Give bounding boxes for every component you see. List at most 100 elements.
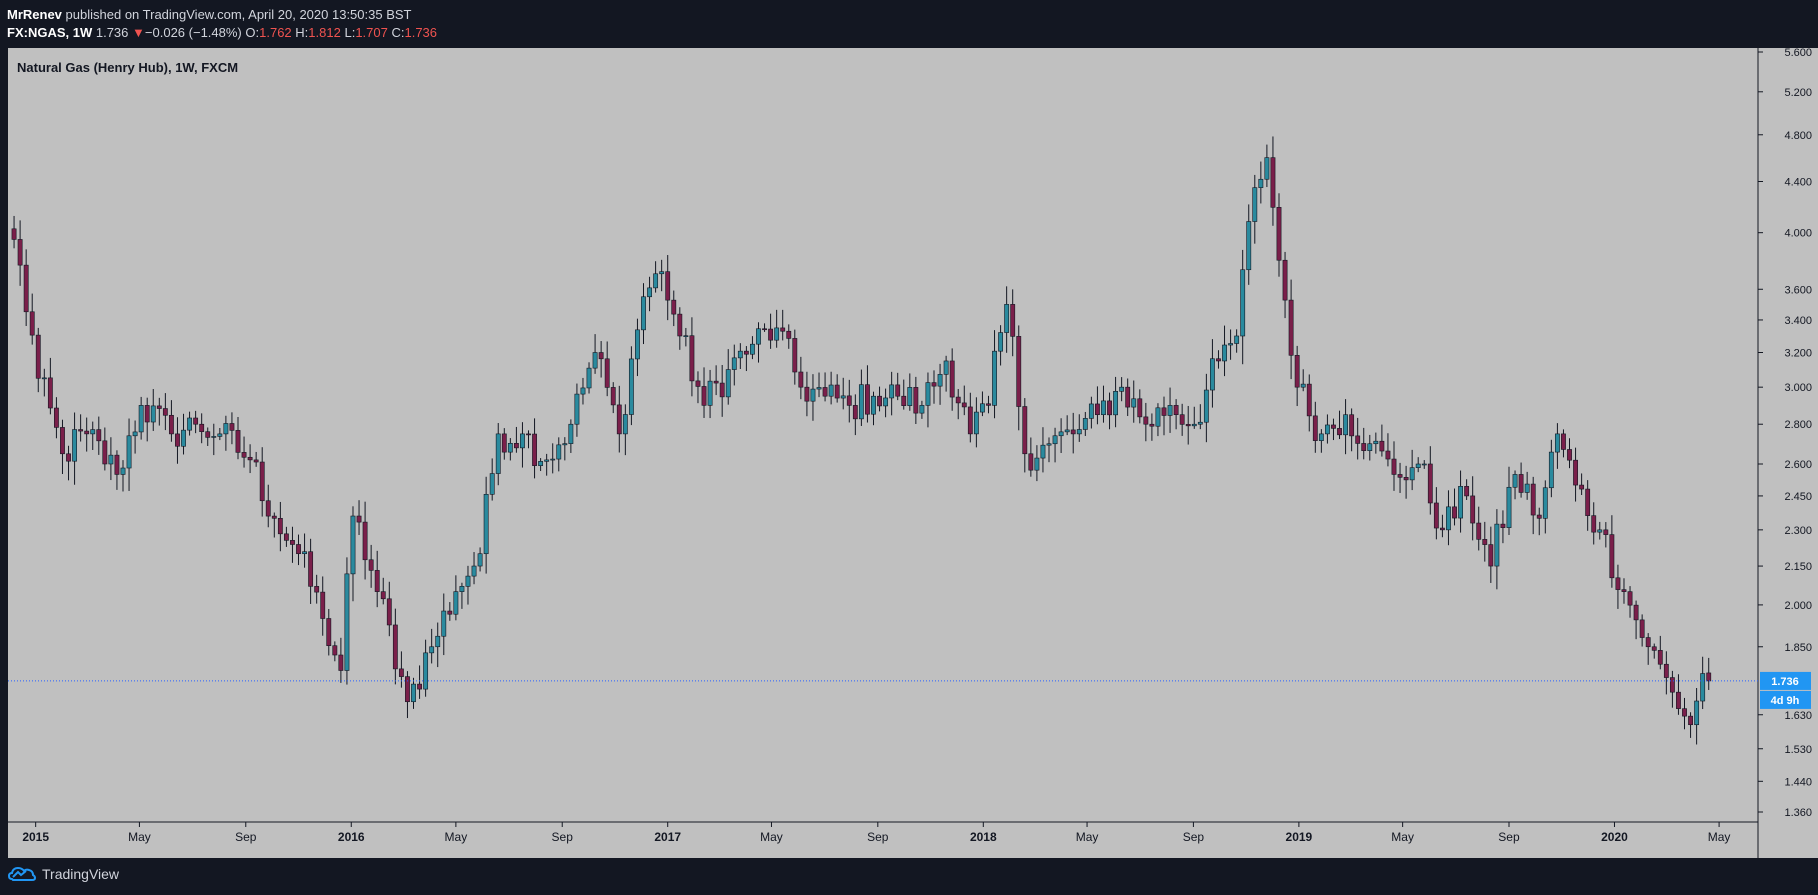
candle-down xyxy=(1651,646,1657,651)
candle-down xyxy=(677,313,683,337)
candle-down xyxy=(374,570,380,592)
candle-up xyxy=(1040,444,1046,459)
candle-up xyxy=(1258,178,1264,188)
close-label: C: xyxy=(391,25,405,40)
price-chart[interactable]: 5.600 5.200 4.800 4.400 4.000 3.600 3.400 3.200… xyxy=(0,48,1818,858)
candle-down xyxy=(1270,157,1276,208)
candle-up xyxy=(731,357,737,370)
candle-down xyxy=(290,540,295,545)
y-tick-label: 3.000 xyxy=(1784,382,1812,394)
candle-down xyxy=(532,433,537,466)
y-tick-label: 2.300 xyxy=(1784,525,1812,537)
candle-down xyxy=(1179,414,1185,425)
candle-up xyxy=(1191,423,1197,427)
candle-up xyxy=(1131,398,1137,408)
x-tick-label: May xyxy=(445,830,468,844)
candle-down xyxy=(1427,463,1433,504)
candle-down xyxy=(689,335,695,382)
candle-down xyxy=(1010,304,1016,337)
candle-up xyxy=(465,575,471,587)
candle-down xyxy=(719,382,725,398)
candle-down xyxy=(1391,458,1397,475)
candle-up xyxy=(350,515,356,575)
countdown-tag xyxy=(1760,690,1811,709)
down-arrow-icon: ▼ xyxy=(132,25,145,40)
candle-down xyxy=(102,440,108,465)
candle-down xyxy=(1294,355,1300,388)
candle-up xyxy=(1415,463,1421,468)
candle-up xyxy=(1264,157,1270,180)
candle-up xyxy=(453,591,459,615)
candle-up xyxy=(138,405,144,433)
x-tick-label: 2020 xyxy=(1601,830,1628,844)
candle-down xyxy=(417,683,422,690)
candle-down xyxy=(1306,383,1312,417)
candle-up xyxy=(774,327,780,341)
ohlc-legend: FX:NGAS, 1W 1.736 ▼−0.026 (−1.48%) O:1.7… xyxy=(7,25,437,40)
y-tick-label: 4.800 xyxy=(1784,130,1812,142)
candle-down xyxy=(1688,715,1693,726)
candle-up xyxy=(574,393,580,425)
candle-down xyxy=(798,371,804,388)
candle-up xyxy=(756,328,761,345)
candle-down xyxy=(1125,386,1131,408)
candle-down xyxy=(1276,207,1282,261)
candle-down xyxy=(1185,424,1191,427)
candle-up xyxy=(489,473,495,495)
candle-up xyxy=(750,343,755,355)
candle-down xyxy=(1585,488,1591,516)
plot-area[interactable] xyxy=(8,48,1758,822)
candle-up xyxy=(429,646,435,654)
candle-up xyxy=(810,388,816,402)
candle-down xyxy=(229,423,235,431)
candle-up xyxy=(641,296,646,331)
symbol-label[interactable]: FX:NGAS, 1W xyxy=(7,25,93,40)
author-name[interactable]: MrRenev xyxy=(7,7,62,22)
candle-down xyxy=(1331,424,1336,429)
candle-up xyxy=(1052,435,1058,445)
tradingview-logo[interactable]: TradingView xyxy=(8,865,119,883)
candle-up xyxy=(1548,451,1554,489)
candle-up xyxy=(580,387,586,395)
candle-down xyxy=(1591,515,1597,533)
y-tick-label: 1.440 xyxy=(1784,776,1812,788)
candle-down xyxy=(368,559,374,571)
candle-down xyxy=(156,405,162,409)
candle-down xyxy=(60,427,65,455)
x-tick-label: Sep xyxy=(1498,830,1520,844)
candle-up xyxy=(659,271,665,275)
candle-up xyxy=(544,459,550,462)
last-price-tag-label: 1.736 xyxy=(1771,676,1799,688)
y-tick-label: 2.450 xyxy=(1784,491,1812,503)
x-tick-label: May xyxy=(1391,830,1414,844)
candle-down xyxy=(616,404,622,435)
candle-down xyxy=(877,395,882,407)
candle-down xyxy=(1488,544,1494,567)
candle-down xyxy=(84,430,90,435)
candle-down xyxy=(17,239,23,266)
price-axis[interactable] xyxy=(1758,48,1818,858)
candle-up xyxy=(707,380,713,406)
candle-up xyxy=(72,429,77,462)
candle-down xyxy=(1464,486,1470,497)
candle-down xyxy=(949,360,955,398)
candle-up xyxy=(1542,487,1548,519)
candle-down xyxy=(1173,405,1179,415)
candle-down xyxy=(665,271,671,301)
x-tick-label: 2019 xyxy=(1286,830,1313,844)
x-tick-label: Sep xyxy=(552,830,574,844)
candle-down xyxy=(356,515,362,523)
candle-down xyxy=(308,551,314,587)
candle-down xyxy=(338,654,344,671)
candle-down xyxy=(901,395,907,406)
candle-up xyxy=(217,433,223,437)
candle-down xyxy=(695,380,701,387)
candle-up xyxy=(1046,443,1052,446)
candle-down xyxy=(1107,400,1112,416)
candle-down xyxy=(834,384,840,399)
candle-down xyxy=(1567,449,1572,461)
candle-down xyxy=(1470,495,1476,524)
candle-up xyxy=(126,435,132,469)
time-axis[interactable] xyxy=(8,822,1758,858)
candle-up xyxy=(992,350,997,406)
